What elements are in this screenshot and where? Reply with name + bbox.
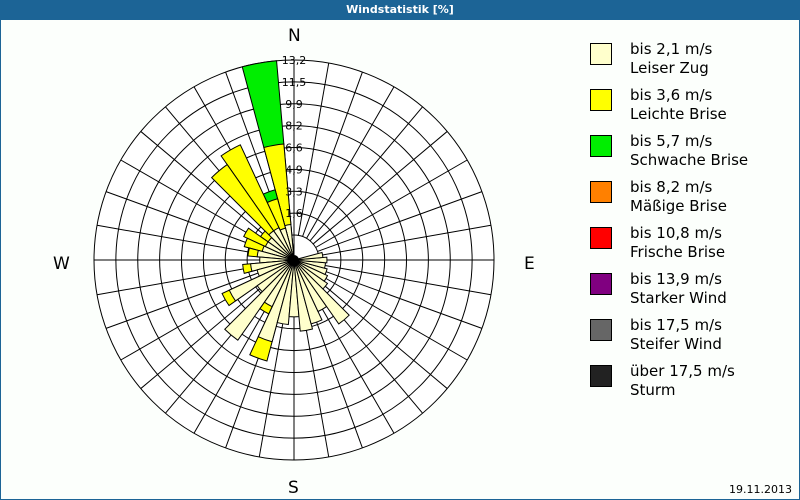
compass-south-label: S bbox=[288, 478, 299, 498]
legend-name: Leichte Brise bbox=[630, 105, 727, 123]
legend-range: bis 5,7 m/s bbox=[630, 132, 713, 150]
legend-name: Mäßige Brise bbox=[630, 197, 727, 215]
ring-label: 3,3 bbox=[285, 185, 303, 198]
legend-swatch bbox=[590, 273, 612, 295]
chart-title: Windstatistik [%] bbox=[0, 0, 800, 20]
compass-east-label: E bbox=[524, 254, 535, 274]
legend-name: Frische Brise bbox=[630, 243, 726, 261]
wind-sector-bar bbox=[276, 259, 295, 326]
legend-item: bis 3,6 m/s Leichte Brise bbox=[590, 86, 790, 132]
wind-sector-bar bbox=[293, 259, 329, 282]
wind-sector-bar bbox=[293, 259, 350, 325]
wind-sector-bar bbox=[256, 249, 295, 261]
legend-item: über 17,5 m/s Sturm bbox=[590, 362, 790, 408]
ring-label: 13,2 bbox=[282, 54, 307, 67]
legend-name: Schwache Brise bbox=[630, 151, 749, 169]
legend-range: bis 10,8 m/s bbox=[630, 224, 722, 242]
legend-swatch bbox=[590, 319, 612, 341]
legend-name: Steifer Wind bbox=[630, 335, 722, 353]
wind-sector-bar bbox=[224, 259, 295, 341]
legend: bis 2,1 m/s Leiser Zug bis 3,6 m/s Leichte… bbox=[590, 40, 790, 408]
ring-label: 8,2 bbox=[285, 120, 303, 133]
legend-swatch bbox=[590, 227, 612, 249]
compass-west-label: W bbox=[53, 254, 70, 274]
compass-north-label: N bbox=[288, 26, 301, 46]
legend-range: bis 17,5 m/s bbox=[630, 316, 722, 334]
ring-label: 11,5 bbox=[282, 76, 307, 89]
legend-range: bis 2,1 m/s bbox=[630, 40, 713, 58]
wind-sector-bar bbox=[293, 259, 329, 290]
ring-label: 6,6 bbox=[285, 142, 303, 155]
wind-sector-bar bbox=[293, 256, 328, 264]
ring-label: 1,6 bbox=[285, 207, 303, 220]
date-label: 19.11.2013 bbox=[729, 483, 792, 496]
wind-sector-bar bbox=[228, 259, 295, 302]
legend-item: bis 5,7 m/s Schwache Brise bbox=[590, 132, 790, 178]
legend-swatch bbox=[590, 135, 612, 157]
legend-swatch bbox=[590, 365, 612, 387]
legend-item: bis 10,8 m/s Frische Brise bbox=[590, 224, 790, 270]
legend-item: bis 8,2 m/s Mäßige Brise bbox=[590, 178, 790, 224]
ring-label: 9,9 bbox=[285, 98, 303, 111]
wind-sector-bar bbox=[293, 259, 328, 276]
wind-sector-bar bbox=[293, 251, 324, 261]
legend-item: bis 2,1 m/s Leiser Zug bbox=[590, 40, 790, 86]
legend-item: bis 17,5 m/s Steifer Wind bbox=[590, 316, 790, 362]
legend-name: Starker Wind bbox=[630, 289, 727, 307]
legend-range: bis 8,2 m/s bbox=[630, 178, 713, 196]
legend-item: bis 13,9 m/s Starker Wind bbox=[590, 270, 790, 316]
legend-name: Sturm bbox=[630, 381, 676, 399]
legend-range: bis 3,6 m/s bbox=[630, 86, 713, 104]
legend-range: bis 13,9 m/s bbox=[630, 270, 722, 288]
legend-swatch bbox=[590, 181, 612, 203]
legend-swatch bbox=[590, 89, 612, 111]
legend-range: über 17,5 m/s bbox=[630, 362, 735, 380]
wind-sector-bar bbox=[257, 259, 295, 343]
legend-name: Leiser Zug bbox=[630, 59, 709, 77]
ring-label: 4,9 bbox=[285, 163, 303, 176]
legend-swatch bbox=[590, 43, 612, 65]
